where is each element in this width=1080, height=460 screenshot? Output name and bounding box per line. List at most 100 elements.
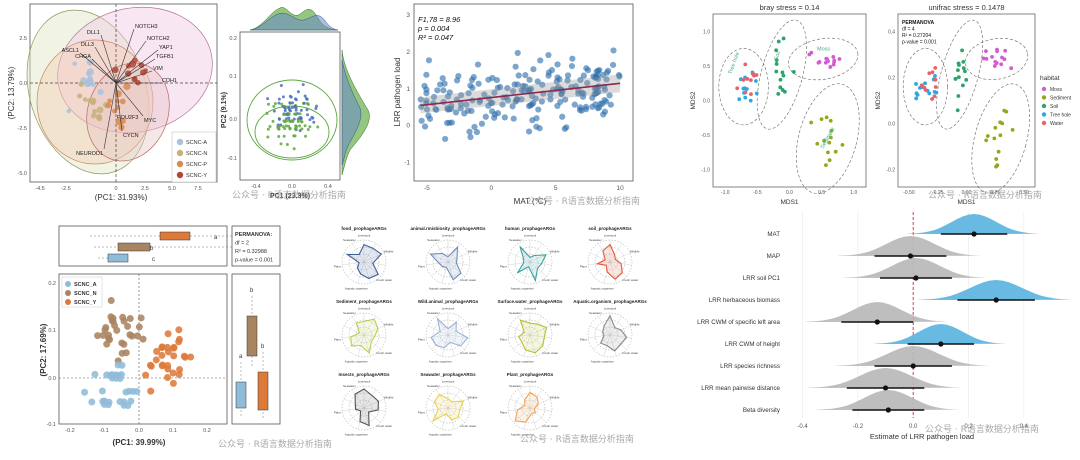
nmds-point	[824, 163, 828, 168]
pcoa-point	[124, 322, 132, 330]
radar-axis-label: Aquatic organism	[591, 286, 615, 290]
ridge-category: Beta diversity	[743, 407, 781, 414]
radar-axis-label: Seawater	[509, 311, 522, 315]
pc-point	[268, 125, 272, 129]
loading-arrow	[79, 52, 117, 84]
nmds-point	[984, 56, 989, 61]
radar-panel: food_prophageARGs Livestock Wildlife Fresh …	[334, 226, 394, 290]
nmds-unifrac-xtick: -0.25	[932, 190, 944, 196]
pcoa-point	[128, 332, 136, 340]
loading-label: NOTCH3	[135, 24, 158, 30]
mat-point	[590, 73, 597, 80]
radar-spoke	[529, 398, 551, 409]
mat-point	[534, 78, 541, 85]
radar-spoke	[447, 252, 469, 263]
mat-point	[603, 76, 610, 83]
radar-panel: soil_prophageARGs Livestock Wildlife Fresh …	[580, 226, 640, 290]
mat-point	[518, 87, 525, 94]
radar-spoke	[363, 398, 385, 409]
biplot-ytick: -2.5	[18, 126, 27, 132]
pcoa-point	[187, 353, 195, 361]
mat-point	[485, 102, 492, 109]
radar-title: Wild.animal_prophageARGs	[418, 299, 479, 304]
pc-point	[302, 101, 306, 105]
nmds-point	[824, 115, 829, 120]
radar-spoke	[509, 398, 531, 409]
nmds-point	[961, 66, 966, 71]
mat-point	[448, 119, 455, 126]
biplot-point	[66, 108, 72, 114]
nmds-bray-title: bray stress = 0.14	[760, 3, 820, 12]
pcoa-point	[94, 332, 102, 340]
radar-axis-label: Wildlife	[550, 249, 560, 253]
biplot-point	[90, 99, 96, 106]
radar-axis-label: Seawater	[343, 384, 356, 388]
radar-axis-label: Fresh water	[460, 424, 476, 428]
radar-spoke	[529, 243, 543, 263]
radar-axis-label: Livestock	[604, 234, 617, 238]
nmds-point	[748, 98, 753, 103]
estimate-point	[938, 341, 944, 347]
estimate-point	[971, 231, 977, 237]
mat-point	[509, 103, 516, 110]
radar-spoke	[347, 261, 365, 277]
radar-axis-label: Wildlife	[630, 322, 640, 326]
radar-axis-label: Fresh water	[376, 424, 392, 428]
biplot-point	[119, 98, 126, 105]
pc-point	[283, 109, 287, 113]
nmds-point	[776, 39, 781, 44]
radar-axis-label: Plant	[580, 337, 587, 341]
pc-point	[304, 134, 308, 138]
mat-xtick: 5	[554, 185, 558, 192]
mat-point	[425, 112, 432, 119]
pc-point	[294, 108, 298, 112]
nmds-point	[823, 60, 828, 65]
pcoa-point	[181, 353, 189, 361]
pc-point	[273, 102, 277, 106]
group-annotation: Moss	[817, 46, 830, 52]
radar-axis-label: Plant	[418, 337, 425, 341]
radar-title: soil_prophageARGs	[588, 226, 632, 231]
nmds-point	[1009, 66, 1014, 71]
biplot-xlabel: (PC1: 31.93%)	[95, 193, 148, 202]
right-density-blue	[341, 59, 362, 166]
pc-point	[288, 109, 292, 113]
mat-point	[559, 113, 566, 120]
radar-polygon	[350, 318, 379, 354]
box-letter: a	[239, 354, 243, 360]
pcoa-xtick: 0.2	[203, 428, 211, 434]
nmds-point	[828, 135, 833, 140]
radar-spoke	[351, 389, 365, 409]
pcoa-point	[175, 371, 183, 379]
pc-point	[299, 117, 303, 121]
radar-spoke	[447, 407, 455, 430]
mat-point	[545, 72, 552, 79]
nmds-bray-xtick: -1.0	[721, 190, 730, 196]
radar-spoke	[447, 334, 455, 357]
pc-point	[287, 106, 291, 110]
radar-title: Seawater_prophageARGs	[420, 372, 476, 377]
mat-point	[446, 89, 453, 96]
pc-point	[282, 134, 286, 138]
radar-axis-label: Aquatic organism	[591, 359, 615, 363]
legend-label: Water	[1050, 121, 1063, 127]
mat-point	[417, 96, 424, 103]
pc-point	[294, 127, 298, 131]
radar-spoke	[529, 407, 552, 412]
legend-label: Tree hole	[1050, 113, 1071, 119]
mat-point	[442, 135, 449, 143]
top-box	[107, 253, 129, 263]
pc-point	[277, 97, 281, 101]
biplot-point	[95, 113, 102, 120]
estimate-point	[910, 363, 916, 369]
nmds-point	[956, 94, 961, 98]
pc-xtick: -0.4	[251, 184, 260, 190]
biplot-ylabel: (PC2: 13.79%)	[7, 66, 16, 119]
nmds-point	[816, 60, 821, 65]
pcoa-point	[133, 388, 141, 396]
nmds-bray-xtick: 1.0	[850, 190, 857, 196]
watermark-3: 公众号 · R语言数据分析指南	[928, 191, 1042, 201]
top-box-frame	[58, 225, 228, 267]
biplot-point	[107, 98, 113, 104]
pc-point	[296, 90, 300, 94]
